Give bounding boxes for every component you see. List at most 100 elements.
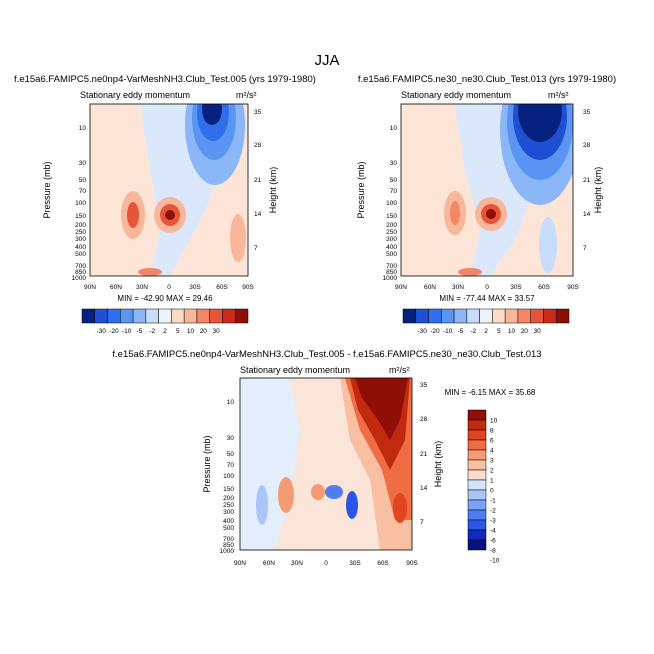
panel-3-xtick-2: 30N [291, 560, 303, 567]
colorbar-label: 30 [533, 328, 541, 335]
panel-1-warm-eq-core [165, 210, 175, 220]
panel-2-ytick-8: 300 [386, 236, 397, 243]
panel-2-units: m²/s² [548, 90, 569, 100]
panel-2-rtick-3: 14 [583, 211, 591, 218]
panel-3-rtick-4: 7 [420, 519, 424, 526]
colorbar-label: 20 [521, 328, 529, 335]
panel-2-title: f.e15a6.FAMIPC5.ne30_ne30.Club_Test.013 … [358, 74, 616, 85]
panel-2-ylabel-right: Height (km) [593, 167, 603, 214]
colorbar-swatch [402, 308, 417, 324]
colorbar-label: 10 [187, 328, 195, 335]
panel-2-ytick-1: 30 [390, 160, 398, 167]
colorbar-swatch [234, 308, 249, 324]
panel-1-rtick-2: 21 [254, 177, 262, 184]
panel-2-xtick-5: 60S [538, 284, 550, 291]
panel-1-ytick-13: 1000 [72, 275, 87, 282]
colorbar-swatch [467, 449, 487, 461]
colorbar-label: -10 [122, 328, 132, 335]
colorbar-swatch [171, 308, 185, 324]
panel-1-colorbar: -30 -20 -10 -5 -2 2 5 10 20 30 [81, 308, 249, 335]
panel-3-plot [240, 378, 412, 550]
colorbar-label: -2 [470, 328, 476, 335]
colorbar-label: -20 [430, 328, 440, 335]
panel-3-xtick-5: 60S [377, 560, 389, 567]
panel-2: f.e15a6.FAMIPC5.ne30_ne30.Club_Test.013 … [356, 74, 616, 335]
colorbar-swatch [467, 459, 487, 471]
panel-1-xtick-2: 30N [136, 284, 148, 291]
panel-3-subtitle: Stationary eddy momentum [240, 365, 350, 375]
panel-3-ytick-1: 30 [227, 435, 235, 442]
colorbar-label: -3 [490, 518, 496, 525]
colorbar-label: -10 [443, 328, 453, 335]
colorbar-swatch [441, 308, 455, 324]
panel-3-ytick-6: 200 [223, 495, 234, 502]
colorbar-swatch [428, 308, 442, 324]
panel-2-subtitle: Stationary eddy momentum [401, 90, 511, 100]
colorbar-swatch [183, 308, 198, 324]
colorbar-swatch [467, 479, 487, 491]
colorbar-swatch [145, 308, 159, 324]
colorbar-swatch [467, 539, 487, 551]
colorbar-swatch [132, 308, 147, 324]
panel-1-plot [90, 104, 248, 276]
panel-1-xtick-4: 30S [189, 284, 201, 291]
panel-2-xtick-0: 90N [395, 284, 407, 291]
colorbar-label: 10 [508, 328, 516, 335]
panel-2-ytick-6: 200 [386, 222, 397, 229]
panel-1-rtick-3: 14 [254, 211, 262, 218]
panel-1-title: f.e15a6.FAMIPC5.ne0np4-VarMeshNH3.Club_T… [14, 74, 316, 85]
panel-3-cool-eq [325, 485, 343, 499]
panel-2-warm-nh-inner [450, 201, 460, 225]
panel-1-ytick-0: 10 [79, 125, 87, 132]
panel-1-xtick-3: 0 [167, 284, 171, 291]
panel-2-ytick-10: 500 [386, 251, 397, 258]
panel-3-ytick-2: 50 [227, 451, 235, 458]
colorbar-label: 1 [490, 478, 494, 485]
colorbar-swatch [492, 308, 506, 324]
colorbar-swatch [415, 308, 429, 324]
colorbar-label: 4 [490, 448, 494, 455]
colorbar-label: 5 [497, 328, 501, 335]
panel-1-ytick-7: 250 [75, 229, 86, 236]
colorbar-label: 6 [490, 438, 494, 445]
panel-2-ytick-4: 100 [386, 200, 397, 207]
colorbar-label: 3 [490, 458, 494, 465]
panel-2-ytick-3: 70 [390, 188, 398, 195]
colorbar-swatch [504, 308, 519, 324]
colorbar-label: 10 [490, 418, 498, 425]
panel-3-xtick-3: 0 [324, 560, 328, 567]
panel-3-ylabel-right: Height (km) [433, 441, 443, 488]
panel-2-ylabel: Pressure (mb) [356, 161, 366, 218]
panel-2-rtick-4: 7 [583, 245, 587, 252]
colorbar-swatch [467, 419, 487, 431]
colorbar-swatch [466, 308, 480, 324]
panel-3-warm-plume-core [355, 378, 408, 440]
panel-2-ytick-7: 250 [386, 229, 397, 236]
panel-1-ytick-1: 30 [79, 160, 87, 167]
colorbar-swatch [555, 308, 570, 324]
colorbar-label: -2 [149, 328, 155, 335]
panel-1-xtick-6: 90S [242, 284, 254, 291]
panel-3-cool-sh [346, 491, 358, 519]
colorbar-swatch [467, 489, 487, 501]
colorbar-label: 5 [176, 328, 180, 335]
colorbar-swatch [467, 439, 487, 451]
colorbar-label: 30 [212, 328, 220, 335]
panel-2-ytick-2: 50 [390, 177, 398, 184]
panel-3-ytick-3: 70 [227, 462, 235, 469]
panel-3-y-ticks: 10 30 50 70 100 150 200 250 300 400 500 … [220, 399, 235, 555]
colorbar-swatch [543, 308, 557, 324]
panel-2-warm-eq-core [486, 209, 496, 219]
colorbar-swatch [530, 308, 544, 324]
colorbar-swatch [467, 509, 487, 521]
panel-3-ytick-13: 1000 [220, 548, 235, 555]
panel-1-ytick-2: 50 [79, 177, 87, 184]
colorbar-label: -30 [417, 328, 427, 335]
panel-2-xtick-3: 0 [485, 284, 489, 291]
panel-2-rtick-2: 21 [583, 177, 591, 184]
panel-3-ylabel: Pressure (mb) [202, 435, 212, 492]
panel-2-ytick-0: 10 [390, 125, 398, 132]
panel-1-right-ticks: 35 28 21 14 7 [254, 109, 262, 252]
colorbar-label: -5 [458, 328, 464, 335]
panel-2-xtick-2: 30N [452, 284, 464, 291]
